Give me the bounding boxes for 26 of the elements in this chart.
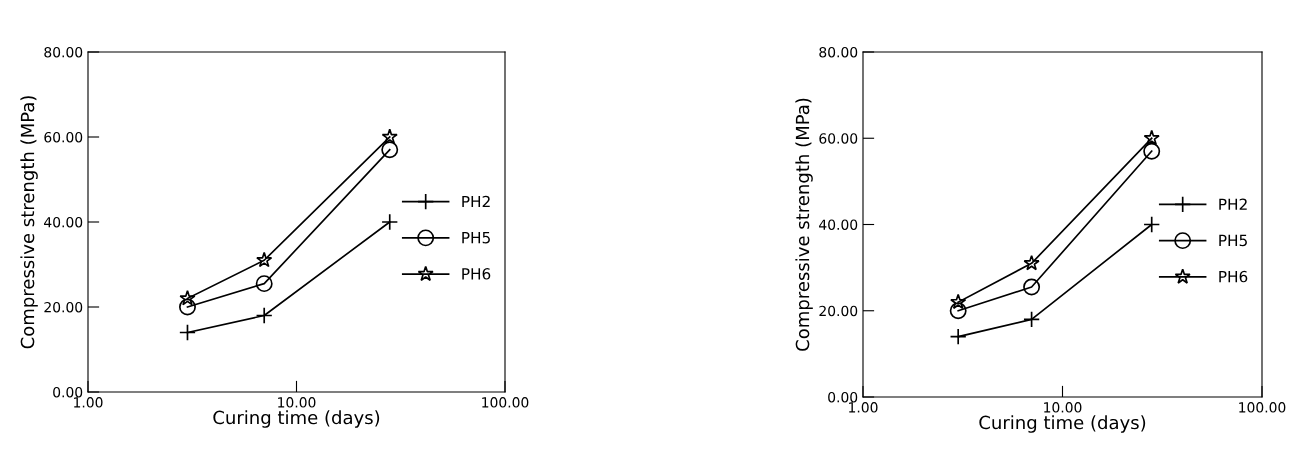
- y-tick-label: 0.00: [828, 391, 858, 403]
- y-tick-label: 80.00: [44, 46, 83, 58]
- x-axis-title: Curing time (days): [213, 410, 380, 428]
- legend-label: PH2: [462, 195, 490, 208]
- y-tick-label: 60.00: [44, 131, 83, 143]
- y-tick-label: 40.00: [44, 216, 83, 228]
- x-tick-label: 100.00: [1239, 402, 1286, 413]
- y-axis-title: Compressive strength (MPa): [795, 98, 813, 351]
- legend-label: PH2: [1219, 198, 1247, 210]
- y-tick-label: 20.00: [819, 305, 858, 317]
- legend-label: PH5: [1219, 234, 1247, 247]
- y-tick-label: 80.00: [819, 46, 858, 58]
- legend-label: PH5: [462, 232, 490, 244]
- x-tick-label: 1.00: [74, 397, 103, 408]
- x-axis-title: Curing time (days): [979, 415, 1146, 433]
- y-tick-label: 20.00: [44, 301, 83, 313]
- x-tick-label: 10.00: [278, 397, 316, 408]
- y-tick-label: 40.00: [819, 219, 858, 230]
- y-axis-title: Compressive strength (MPa): [20, 96, 38, 349]
- x-tick-label: 100.00: [482, 397, 529, 408]
- x-tick-label: 1.00: [849, 402, 878, 413]
- y-tick-label: 60.00: [819, 133, 858, 144]
- legend-label: PH6: [462, 268, 491, 280]
- legend-label: PH6: [1219, 270, 1248, 283]
- x-tick-label: 10.00: [1044, 402, 1082, 413]
- y-tick-label: 0.00: [53, 386, 83, 398]
